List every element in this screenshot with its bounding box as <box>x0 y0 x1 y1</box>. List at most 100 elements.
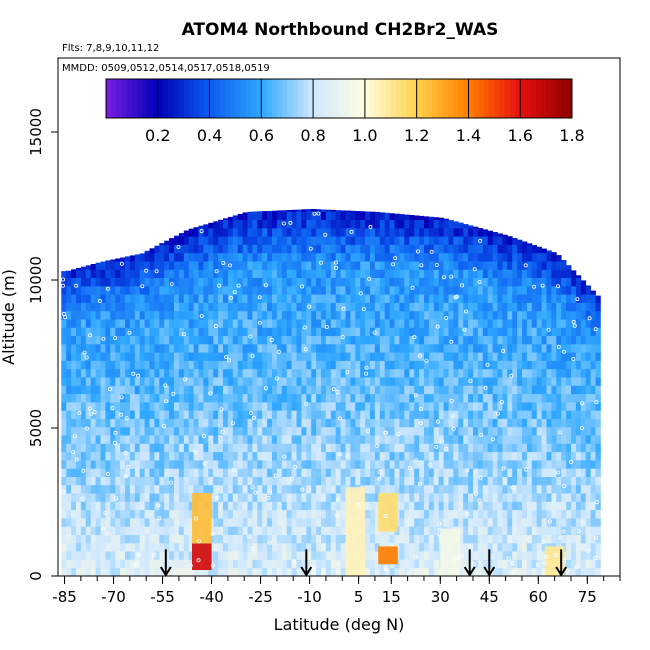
heat-cell <box>237 509 243 519</box>
heat-cell <box>129 435 136 444</box>
sample-point <box>92 410 97 415</box>
heat-cell <box>129 393 136 403</box>
heat-cell <box>237 285 243 295</box>
heat-cell <box>325 443 332 453</box>
heat-cell <box>414 269 420 278</box>
heat-cell <box>414 468 420 477</box>
heat-cell <box>414 501 420 511</box>
heat-cell <box>169 319 175 328</box>
heat-cell <box>428 377 435 386</box>
heat-cell <box>374 551 381 560</box>
heat-cell <box>350 343 356 353</box>
heat-cell <box>100 501 106 511</box>
heat-cell <box>321 219 327 229</box>
heat-cell <box>164 252 170 262</box>
heat-cell <box>463 327 469 337</box>
heat-cell <box>321 343 327 353</box>
heat-cell <box>561 410 567 419</box>
heat-cell <box>409 418 415 428</box>
heat-cell <box>129 402 136 411</box>
heat-cell <box>497 302 503 312</box>
heat-cell <box>183 402 190 411</box>
heat-cell <box>286 360 292 370</box>
heat-cell <box>252 335 258 345</box>
heat-cell <box>394 219 400 229</box>
heat-cell <box>223 418 229 428</box>
heat-cell <box>335 269 341 278</box>
heat-cell <box>80 501 87 511</box>
heat-cell <box>321 534 327 544</box>
heat-cell <box>149 248 155 254</box>
heat-cell <box>218 501 224 511</box>
heat-cell <box>149 410 155 419</box>
sample-point <box>510 561 515 566</box>
heat-cell <box>517 460 523 469</box>
heat-cell <box>252 484 258 494</box>
heat-cell <box>463 302 469 312</box>
heat-cell <box>335 352 341 361</box>
sample-point <box>304 401 309 406</box>
sample-point <box>546 327 551 332</box>
heat-cell <box>159 426 165 436</box>
heat-cell <box>355 410 361 419</box>
heat-cell <box>286 451 292 461</box>
heat-cell <box>384 402 390 411</box>
heat-cell <box>95 368 101 378</box>
heat-cell <box>183 443 190 453</box>
heat-cell <box>522 493 528 502</box>
heat-cell <box>262 402 268 411</box>
heat-cell <box>404 285 410 295</box>
heat-cell <box>198 393 204 403</box>
heat-cell <box>301 261 307 270</box>
heat-cell <box>561 435 567 444</box>
heat-cell <box>110 526 116 535</box>
heat-cell <box>370 227 376 237</box>
heat-cell <box>580 377 587 386</box>
heat-cell <box>144 310 150 320</box>
heat-cell <box>340 518 346 527</box>
heat-cell <box>365 377 371 386</box>
heat-cell <box>419 484 425 494</box>
heat-cell <box>428 319 435 328</box>
heat-cell <box>468 451 474 461</box>
heat-cell <box>169 418 175 428</box>
heat-cell <box>433 352 440 361</box>
heat-cell <box>120 567 126 577</box>
heat-cell <box>188 493 194 502</box>
heat-cell <box>316 261 322 270</box>
heat-cell <box>237 236 243 245</box>
heat-cell <box>433 217 440 220</box>
heat-cell <box>227 216 234 221</box>
heat-cell <box>110 319 116 328</box>
heat-cell <box>453 484 459 494</box>
heat-cell <box>522 526 528 535</box>
heat-cell <box>438 227 444 237</box>
heat-cell <box>286 302 292 312</box>
heat-cell <box>330 534 337 544</box>
colorbar-segment <box>199 79 205 118</box>
heat-cell <box>507 377 513 386</box>
heat-cell <box>267 377 273 386</box>
sample-point <box>412 335 417 340</box>
heat-cell <box>340 294 346 303</box>
heat-cell <box>95 262 101 270</box>
heat-cell <box>580 343 587 353</box>
heat-cell <box>580 310 587 320</box>
heat-cell <box>134 285 141 295</box>
heat-cell <box>286 460 292 469</box>
heat-cell <box>134 542 141 552</box>
heat-cell <box>316 451 322 461</box>
heat-cell <box>80 377 87 386</box>
heat-cell <box>311 426 317 436</box>
colorbar-segment <box>540 79 547 118</box>
heat-cell <box>129 468 136 477</box>
heat-cell <box>188 310 194 320</box>
heat-cell <box>424 216 430 221</box>
heat-cell <box>414 385 420 395</box>
heat-cell <box>306 227 312 237</box>
heat-cell <box>379 269 386 278</box>
heat-cell <box>257 493 263 502</box>
heat-cell <box>384 252 390 262</box>
heat-cell <box>595 526 601 535</box>
heat-cell <box>80 393 87 403</box>
